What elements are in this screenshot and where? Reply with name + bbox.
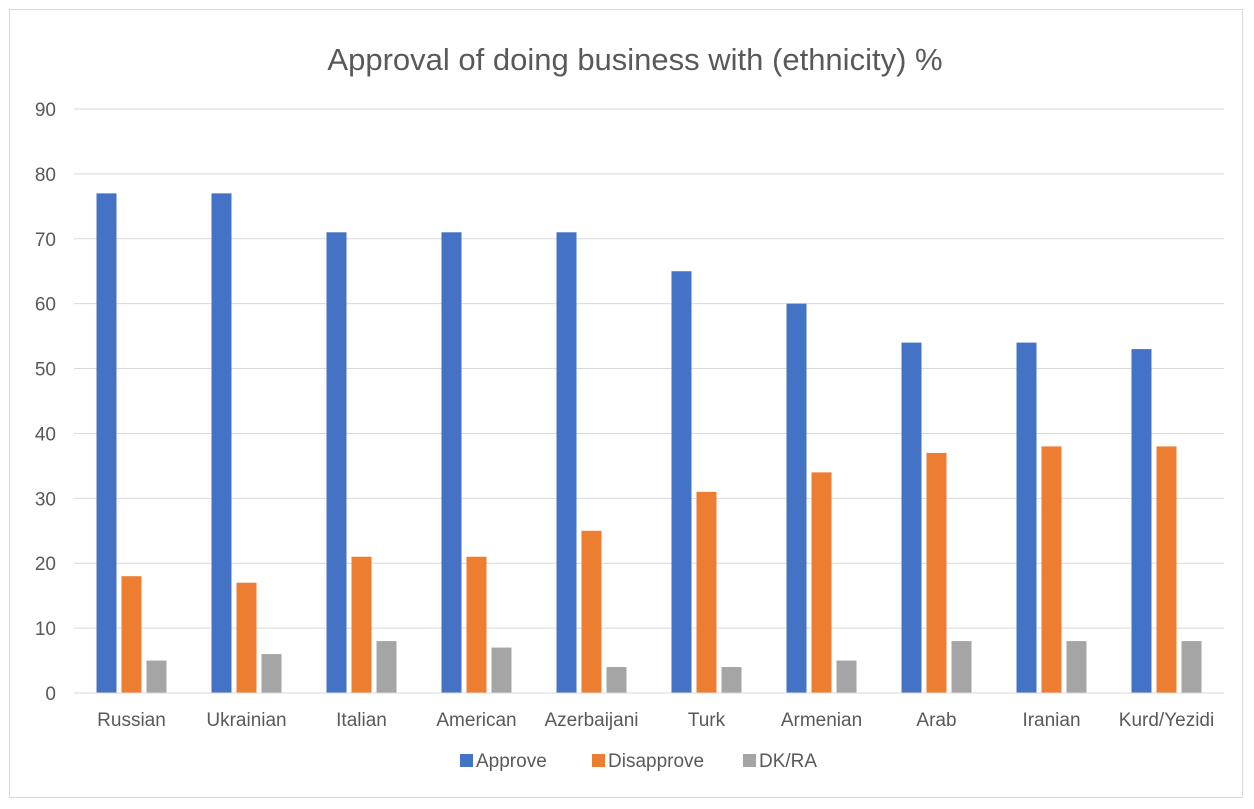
bar-disapprove bbox=[351, 556, 372, 693]
y-axis: 0 10 20 30 40 50 60 70 80 90 bbox=[35, 100, 56, 705]
bar-disapprove bbox=[236, 582, 257, 693]
chart-title: Approval of doing business with (ethnici… bbox=[327, 42, 942, 77]
bar-dk-ra bbox=[951, 641, 972, 693]
bar-approve bbox=[96, 193, 117, 693]
bar-approve bbox=[441, 232, 462, 694]
y-tick-label: 0 bbox=[45, 684, 56, 705]
y-tick-label: 50 bbox=[35, 360, 56, 381]
bar-approve bbox=[1131, 349, 1152, 693]
y-tick-label: 60 bbox=[35, 295, 56, 316]
bar-dk-ra bbox=[376, 641, 397, 693]
chart-area: Approval of doing business with (ethnici… bbox=[9, 9, 1243, 798]
bar-dk-ra bbox=[1066, 641, 1087, 693]
bar-dk-ra bbox=[721, 667, 742, 693]
x-tick-label: American bbox=[436, 710, 516, 731]
legend-label: DK/RA bbox=[759, 751, 817, 772]
legend-item-dk-ra: DK/RA bbox=[743, 751, 817, 772]
bar-approve bbox=[556, 232, 577, 694]
legend-swatch bbox=[592, 754, 605, 767]
bars bbox=[96, 193, 1202, 694]
legend-item-disapprove: Disapprove bbox=[592, 751, 704, 772]
legend: Approve Disapprove DK/RA bbox=[460, 751, 817, 772]
legend-label: Approve bbox=[476, 751, 547, 772]
bar-dk-ra bbox=[261, 654, 282, 693]
y-tick-label: 70 bbox=[35, 230, 56, 251]
bar-disapprove bbox=[1156, 446, 1177, 693]
y-tick-label: 20 bbox=[35, 554, 56, 575]
x-tick-label: Arab bbox=[916, 710, 956, 731]
bar-disapprove bbox=[696, 491, 717, 693]
bar-dk-ra bbox=[1181, 641, 1202, 693]
legend-swatch bbox=[743, 754, 756, 767]
bar-approve bbox=[1016, 342, 1037, 693]
bar-dk-ra bbox=[491, 647, 512, 693]
bar-approve bbox=[326, 232, 347, 694]
x-tick-label: Ukrainian bbox=[206, 710, 286, 731]
bar-disapprove bbox=[811, 472, 832, 693]
bar-disapprove bbox=[926, 452, 947, 693]
bar-disapprove bbox=[466, 556, 487, 693]
x-tick-label: Iranian bbox=[1022, 710, 1080, 731]
x-tick-label: Turk bbox=[688, 710, 726, 731]
bar-approve bbox=[671, 271, 692, 693]
bar-disapprove bbox=[1041, 446, 1062, 693]
y-tick-label: 80 bbox=[35, 165, 56, 186]
x-tick-label: Italian bbox=[336, 710, 387, 731]
legend-item-approve: Approve bbox=[460, 751, 547, 772]
bar-disapprove bbox=[581, 530, 602, 693]
x-tick-label: Russian bbox=[97, 710, 166, 731]
gridlines bbox=[74, 108, 1224, 694]
legend-swatch bbox=[460, 754, 473, 767]
y-tick-label: 30 bbox=[35, 489, 56, 510]
bar-approve bbox=[211, 193, 232, 693]
bar-dk-ra bbox=[606, 667, 627, 693]
bar-approve bbox=[901, 342, 922, 693]
y-tick-label: 10 bbox=[35, 619, 56, 640]
bar-dk-ra bbox=[836, 660, 857, 693]
bar-chart: Approval of doing business with (ethnici… bbox=[35, 42, 1224, 772]
x-tick-label: Kurd/Yezidi bbox=[1119, 710, 1214, 731]
y-tick-label: 40 bbox=[35, 424, 56, 445]
bar-dk-ra bbox=[146, 660, 167, 693]
bar-approve bbox=[786, 303, 807, 693]
bar-disapprove bbox=[121, 576, 142, 693]
legend-label: Disapprove bbox=[608, 751, 704, 772]
x-tick-label: Armenian bbox=[781, 710, 862, 731]
x-axis: Russian Ukrainian Italian American Azerbaija… bbox=[74, 692, 1224, 731]
x-tick-label: Azerbaijani bbox=[545, 710, 639, 731]
y-tick-label: 90 bbox=[35, 100, 56, 121]
